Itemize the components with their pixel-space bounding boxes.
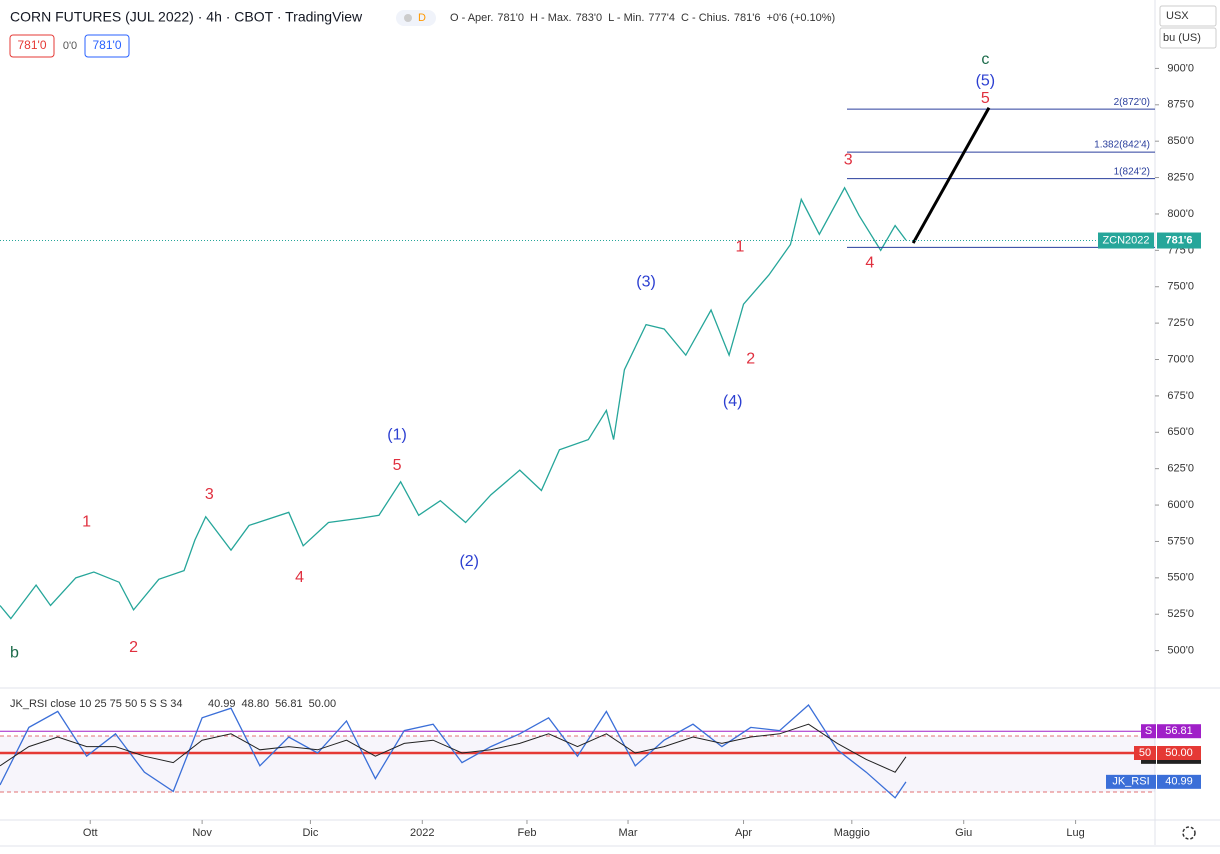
badge-dot bbox=[404, 14, 412, 22]
wave-label: (4) bbox=[723, 393, 743, 410]
wave-label: (5) bbox=[976, 73, 996, 90]
projection-line bbox=[911, 106, 991, 244]
unit-select[interactable] bbox=[1159, 27, 1217, 49]
name-tag-label: 50 bbox=[1139, 747, 1151, 759]
name-tag-label: JK_RSI bbox=[1112, 776, 1149, 788]
wave-label: 1 bbox=[735, 239, 744, 256]
y-tick-label: 825'0 bbox=[1167, 171, 1194, 183]
value-tag-label: 56.81 bbox=[1165, 725, 1193, 737]
name-tag bbox=[1106, 774, 1156, 789]
fib-label: 2(872'0) bbox=[1114, 97, 1150, 108]
badge-bg[interactable] bbox=[396, 10, 436, 26]
x-tick-label: Dic bbox=[302, 827, 318, 839]
x-tick-label: Lug bbox=[1066, 827, 1084, 839]
name-tag bbox=[1134, 746, 1156, 760]
price-tag bbox=[1157, 232, 1201, 249]
buy-button[interactable] bbox=[84, 34, 130, 58]
currency-select[interactable] bbox=[1159, 5, 1217, 27]
wave-label: 2 bbox=[746, 351, 755, 368]
x-tick-label: Feb bbox=[517, 827, 536, 839]
value-tag bbox=[1157, 724, 1201, 739]
y-tick-label: 875'0 bbox=[1167, 99, 1194, 111]
wave-label: 1 bbox=[82, 514, 91, 531]
y-tick-label: 850'0 bbox=[1167, 135, 1194, 147]
ohlc-label: C - Chius. bbox=[681, 12, 730, 24]
wave-label: b bbox=[10, 645, 19, 662]
y-tick-label: 600'0 bbox=[1167, 499, 1194, 511]
y-tick-label: 525'0 bbox=[1167, 608, 1194, 620]
wave-label: 4 bbox=[295, 569, 304, 586]
wave-label: 5 bbox=[393, 457, 402, 474]
band-fill bbox=[0, 736, 1155, 793]
x-tick-label: 2022 bbox=[410, 827, 434, 839]
x-tick-label: Giu bbox=[955, 827, 972, 839]
name-tag-label: S bbox=[1145, 725, 1152, 737]
wave-label: (3) bbox=[636, 274, 656, 291]
ohlc-label: H - Max. bbox=[530, 12, 572, 24]
value-tag-label: 40.99 bbox=[1165, 776, 1193, 788]
y-tick-label: 750'0 bbox=[1167, 281, 1194, 293]
ohlc-value: 777'4 bbox=[648, 12, 675, 24]
price-label: 781'6 bbox=[1165, 234, 1192, 246]
value-tag bbox=[1157, 774, 1201, 789]
wave-label: 3 bbox=[205, 486, 214, 503]
change: +0'6 (+0.10%) bbox=[766, 12, 835, 24]
wave-label: 5 bbox=[981, 90, 990, 107]
ohlc-value: 781'0 bbox=[497, 12, 524, 24]
value-tag-label: 50.00 bbox=[1165, 747, 1193, 759]
y-tick-label: 500'0 bbox=[1167, 645, 1194, 657]
badge: D bbox=[418, 12, 426, 24]
series-line bbox=[0, 723, 907, 773]
wave-label: 2 bbox=[129, 639, 138, 656]
bid: 781'0 bbox=[18, 38, 47, 52]
fib-label: 1(824'2) bbox=[1114, 166, 1150, 177]
y-tick-label: 725'0 bbox=[1167, 317, 1194, 329]
spread: 0'0 bbox=[63, 40, 77, 52]
indicator-title: JK_RSI close 10 25 75 50 5 S S 34 bbox=[10, 698, 182, 710]
y-tick-label: 650'0 bbox=[1167, 426, 1194, 438]
y-tick-label: 625'0 bbox=[1167, 463, 1194, 475]
ohlc-value: 781'6 bbox=[734, 12, 761, 24]
y-tick-label: 675'0 bbox=[1167, 390, 1194, 402]
wave-label: 4 bbox=[865, 255, 874, 272]
symbol-label: ZCN2022 bbox=[1102, 234, 1149, 246]
y-tick-label: 900'0 bbox=[1167, 62, 1194, 74]
price-axis-bg bbox=[1155, 0, 1220, 854]
ohlc-label: L - Min. bbox=[608, 12, 644, 24]
x-tick-label: Maggio bbox=[834, 827, 870, 839]
name-tag bbox=[1141, 724, 1156, 739]
ohlc: O - Aper. 781'0 H - Max. 783'0 L - Min. 777'4… bbox=[450, 12, 835, 24]
series-line bbox=[0, 186, 907, 620]
wave-label: c bbox=[981, 51, 989, 68]
symbol-tag bbox=[1098, 232, 1154, 249]
wave-label: (1) bbox=[387, 426, 407, 443]
y-tick-label: 800'0 bbox=[1167, 208, 1194, 220]
wave-label: (2) bbox=[459, 553, 479, 570]
ohlc-value: 783'0 bbox=[576, 12, 603, 24]
series-line bbox=[0, 704, 907, 799]
value-tag bbox=[1157, 746, 1201, 760]
indicator-value: 40.99 bbox=[208, 698, 236, 710]
fib-label: 1.382(842'4) bbox=[1094, 140, 1150, 151]
y-tick-label: 550'0 bbox=[1167, 572, 1194, 584]
indicator-value: 50.00 bbox=[309, 698, 337, 710]
settings-icon[interactable] bbox=[1182, 826, 1196, 840]
title: CORN FUTURES (JUL 2022) · 4h · CBOT · Tr… bbox=[10, 9, 363, 25]
x-tick-label: Apr bbox=[735, 827, 752, 839]
sell-button[interactable] bbox=[9, 34, 55, 58]
y-tick-label: 575'0 bbox=[1167, 535, 1194, 547]
y-tick-label: 700'0 bbox=[1167, 353, 1194, 365]
x-tick-label: Mar bbox=[619, 827, 638, 839]
ohlc-label: O - Aper. bbox=[450, 12, 493, 24]
x-tick-label: Nov bbox=[192, 827, 212, 839]
wave-label: 3 bbox=[844, 151, 853, 168]
unit: bu (US) bbox=[1163, 32, 1201, 44]
ask: 781'0 bbox=[93, 38, 122, 52]
indicator-value: 48.80 bbox=[242, 698, 270, 710]
indicator-value: 56.81 bbox=[275, 698, 303, 710]
currency: USX bbox=[1166, 10, 1189, 22]
x-tick-label: Ott bbox=[83, 827, 98, 839]
